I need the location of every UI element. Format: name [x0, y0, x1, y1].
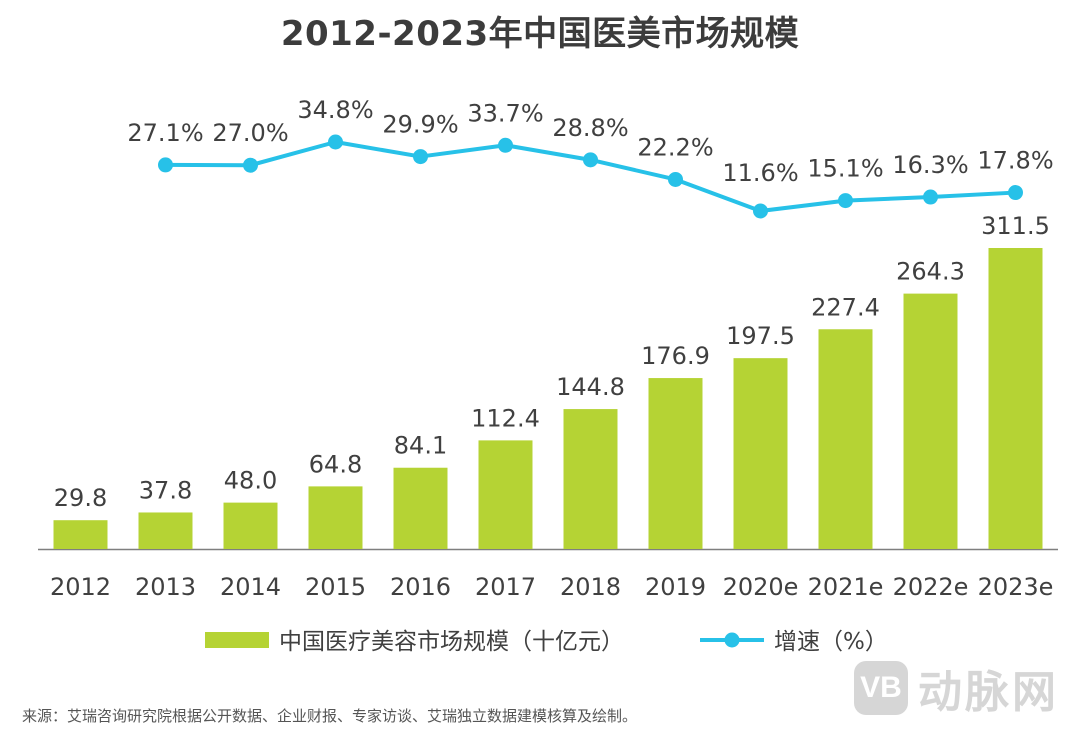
bar-2014	[223, 502, 278, 549]
x-tick-label: 2013	[135, 573, 196, 601]
chart-title: 2012-2023年中国医美市场规模	[280, 14, 800, 54]
bar-value-label: 144.8	[556, 373, 625, 401]
source-note: 来源：艾瑞咨询研究院根据公开数据、企业财报、专家访谈、艾瑞独立数据建模核算及绘制…	[22, 707, 638, 725]
bar-2023e	[988, 248, 1043, 549]
x-tick-label: 2012	[50, 573, 111, 601]
legend-line-label: 增速（%）	[774, 629, 888, 655]
bar-2020e	[733, 358, 788, 549]
bar-2015	[308, 486, 363, 549]
x-tick-label: 2017	[475, 573, 536, 601]
bar-value-label: 264.3	[896, 258, 965, 286]
watermark: VB 动脉网	[854, 660, 1059, 718]
bar-value-label: 197.5	[726, 322, 795, 350]
bar-value-label: 311.5	[981, 212, 1050, 240]
bar-2016	[393, 467, 448, 549]
x-tick-label: 2021e	[808, 573, 884, 601]
bar-2012	[53, 520, 108, 549]
x-tick-label: 2016	[390, 573, 451, 601]
growth-point-2015	[328, 134, 343, 150]
growth-value-label: 17.8%	[977, 147, 1053, 175]
watermark-text: 动脉网	[918, 667, 1059, 718]
growth-value-label: 28.8%	[552, 114, 628, 142]
bar-2022e	[903, 293, 958, 549]
x-tick-label: 2019	[645, 573, 706, 601]
bar-value-label: 48.0	[224, 467, 277, 495]
growth-value-label: 22.2%	[637, 133, 713, 161]
growth-point-2018	[583, 152, 598, 168]
growth-value-label: 27.1%	[127, 119, 203, 147]
bar-value-label: 176.9	[641, 342, 710, 370]
x-tick-label: 2018	[560, 573, 621, 601]
bar-value-label: 29.8	[54, 484, 107, 512]
x-tick-label: 2020e	[723, 573, 799, 601]
bar-value-label: 112.4	[471, 404, 540, 432]
bar-value-label: 37.8	[139, 476, 192, 504]
bar-2017	[478, 440, 533, 549]
growth-point-2021e	[838, 193, 853, 209]
growth-point-2023e	[1008, 185, 1023, 201]
bar-value-label: 227.4	[811, 293, 880, 321]
growth-point-2019	[668, 171, 683, 187]
legend-bar-swatch	[205, 632, 269, 648]
growth-value-label: 11.6%	[722, 159, 798, 187]
bar-2018	[563, 409, 618, 549]
growth-value-label: 29.9%	[382, 111, 458, 139]
x-tick-label: 2015	[305, 573, 366, 601]
legend-line-marker	[724, 632, 740, 648]
growth-point-2017	[498, 137, 513, 153]
bar-2019	[648, 378, 703, 549]
watermark-logo-icon: VB	[854, 661, 908, 715]
x-tick-label: 2022e	[893, 573, 969, 601]
legend-bar-label: 中国医疗美容市场规模（十亿元）	[279, 629, 624, 655]
growth-point-2022e	[923, 189, 938, 205]
growth-point-2016	[413, 149, 428, 165]
x-tick-label: 2014	[220, 573, 281, 601]
growth-point-2013	[158, 157, 173, 173]
x-tick-label: 2023e	[978, 573, 1054, 601]
bar-value-label: 84.1	[394, 432, 447, 460]
growth-value-label: 16.3%	[892, 151, 968, 179]
growth-value-label: 15.1%	[807, 155, 883, 183]
growth-value-label: 33.7%	[467, 99, 543, 127]
growth-value-label: 34.8%	[297, 96, 373, 124]
growth-point-2014	[243, 157, 258, 173]
bar-2021e	[818, 329, 873, 549]
growth-point-2020e	[753, 203, 768, 219]
bar-value-label: 64.8	[309, 450, 362, 478]
bar-2013	[138, 512, 193, 549]
growth-value-label: 27.0%	[212, 119, 288, 147]
